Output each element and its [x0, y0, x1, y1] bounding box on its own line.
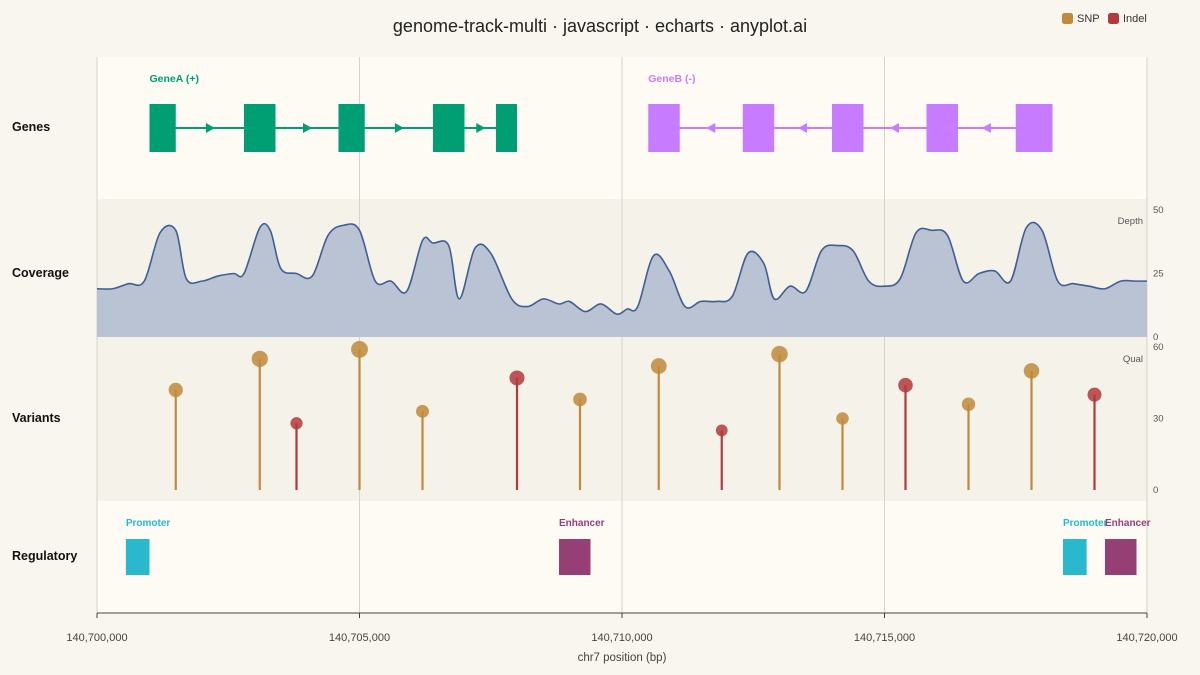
variant-point: [416, 404, 429, 418]
gene-exon-4: [496, 104, 517, 152]
variant-8: [715, 424, 728, 490]
variant-point: [1087, 387, 1102, 402]
regulatory-label: Promoter: [1063, 518, 1108, 529]
legend-swatch: [1108, 13, 1119, 24]
gene-strand-arrow: [981, 123, 991, 133]
x-axis: 140,700,000 140,705,000 140,710,000 140,715…: [66, 612, 1178, 664]
gene-strand-arrow: [706, 123, 716, 133]
variant-5: [509, 370, 525, 490]
legend[interactable]: SNP Indel: [1062, 13, 1147, 25]
gene-strand-arrow: [394, 123, 404, 133]
coverage-track: 0 25 50 Depth: [96, 205, 1164, 343]
variant-12: [961, 397, 976, 490]
regulatory-label: Enhancer: [559, 518, 605, 529]
gene-strand-arrow: [303, 123, 312, 133]
variant-0: [168, 382, 183, 490]
gene-exon-0: [149, 104, 176, 152]
x-tick-label-1: 140,705,000: [329, 632, 390, 644]
coverage-area: [97, 222, 1147, 337]
gene-exon-1: [244, 104, 276, 152]
regulatory-block: [559, 539, 591, 575]
gene-strand-arrow: [798, 123, 808, 133]
regulatory-label: Promoter: [126, 518, 171, 529]
variant-point: [573, 392, 587, 407]
legend-label: SNP: [1077, 13, 1100, 25]
variant-point: [898, 377, 913, 393]
variants-tick-0: 0: [1153, 485, 1158, 496]
variant-6: [573, 392, 587, 490]
variant-point: [650, 358, 667, 374]
track-label-coverage: Coverage: [12, 266, 69, 280]
regulatory-label: Enhancer: [1105, 518, 1151, 529]
x-tick-label-0: 140,700,000: [66, 632, 127, 644]
variants-tick-2: 60: [1153, 342, 1164, 353]
legend-item-indel[interactable]: Indel: [1108, 13, 1147, 25]
coverage-tick-1: 25: [1153, 269, 1164, 280]
regulatory-block: [1063, 539, 1087, 575]
gene-label: GeneA (+): [150, 73, 200, 85]
coverage-line: [96, 221, 1147, 316]
x-tick-label-4: 140,720,000: [1116, 632, 1177, 644]
gene-1: GeneB (-): [648, 73, 1053, 152]
gene-exon-4: [1015, 104, 1053, 152]
regulatory-element-3: Enhancer: [1105, 518, 1151, 575]
gene-exon-0: [648, 104, 680, 152]
variant-point: [509, 370, 525, 386]
gene-strand-arrow: [890, 123, 899, 133]
variant-7: [650, 358, 667, 490]
coverage-axis-label: Depth: [1118, 216, 1143, 227]
variants-tick-1: 30: [1153, 414, 1164, 425]
gene-strand-arrow: [476, 123, 486, 133]
variant-point: [351, 340, 368, 358]
gene-exon-3: [926, 104, 958, 152]
gene-exon-1: [742, 104, 775, 152]
variant-11: [898, 377, 913, 490]
regulatory-element-0: Promoter: [125, 518, 171, 575]
variant-point: [771, 345, 788, 363]
variant-4: [416, 404, 429, 490]
x-tick-label-3: 140,715,000: [854, 632, 915, 644]
gene-0: GeneA (+): [149, 73, 517, 152]
variant-point: [836, 412, 849, 425]
variant-point: [1023, 363, 1040, 379]
regulatory-element-1: Enhancer: [559, 518, 605, 575]
variant-point: [251, 350, 268, 368]
gene-exon-3: [433, 104, 465, 152]
variant-10: [836, 412, 849, 490]
variant-1: [251, 350, 268, 490]
variant-point: [961, 397, 976, 411]
variant-3: [351, 340, 368, 490]
genes-track: GeneA (+) GeneB (-): [149, 73, 1053, 152]
gene-exon-2: [338, 104, 365, 152]
regulatory-element-2: Promoter: [1063, 518, 1108, 575]
variant-point: [715, 424, 728, 437]
track-label-variants: Variants: [12, 411, 61, 425]
x-tick-label-2: 140,710,000: [591, 632, 652, 644]
legend-label: Indel: [1123, 13, 1147, 25]
coverage-tick-0: 0: [1153, 332, 1158, 343]
gene-exon-2: [832, 104, 864, 152]
regulatory-block: [1105, 539, 1137, 575]
gene-strand-arrow: [205, 123, 215, 133]
regulatory-block: [125, 539, 150, 575]
x-axis-title: chr7 position (bp): [578, 652, 667, 664]
legend-swatch: [1062, 13, 1073, 24]
variant-point: [290, 417, 303, 430]
variant-13: [1023, 363, 1040, 490]
variants-track: 0 30 60 Qual: [168, 340, 1164, 496]
variant-9: [771, 345, 788, 490]
variant-14: [1087, 387, 1102, 490]
track-label-genes: Genes: [12, 120, 50, 134]
variant-2: [290, 417, 303, 490]
track-labels: Genes Coverage Variants Regulatory: [12, 120, 77, 563]
variants-axis-label: Qual: [1123, 354, 1143, 365]
coverage-tick-2: 50: [1153, 205, 1164, 216]
track-label-regulatory: Regulatory: [12, 549, 77, 563]
variant-point: [168, 382, 183, 398]
chart-title: genome-track-multi · javascript · echart…: [393, 16, 807, 36]
gene-label: GeneB (-): [648, 73, 695, 85]
legend-item-snp[interactable]: SNP: [1062, 13, 1100, 25]
